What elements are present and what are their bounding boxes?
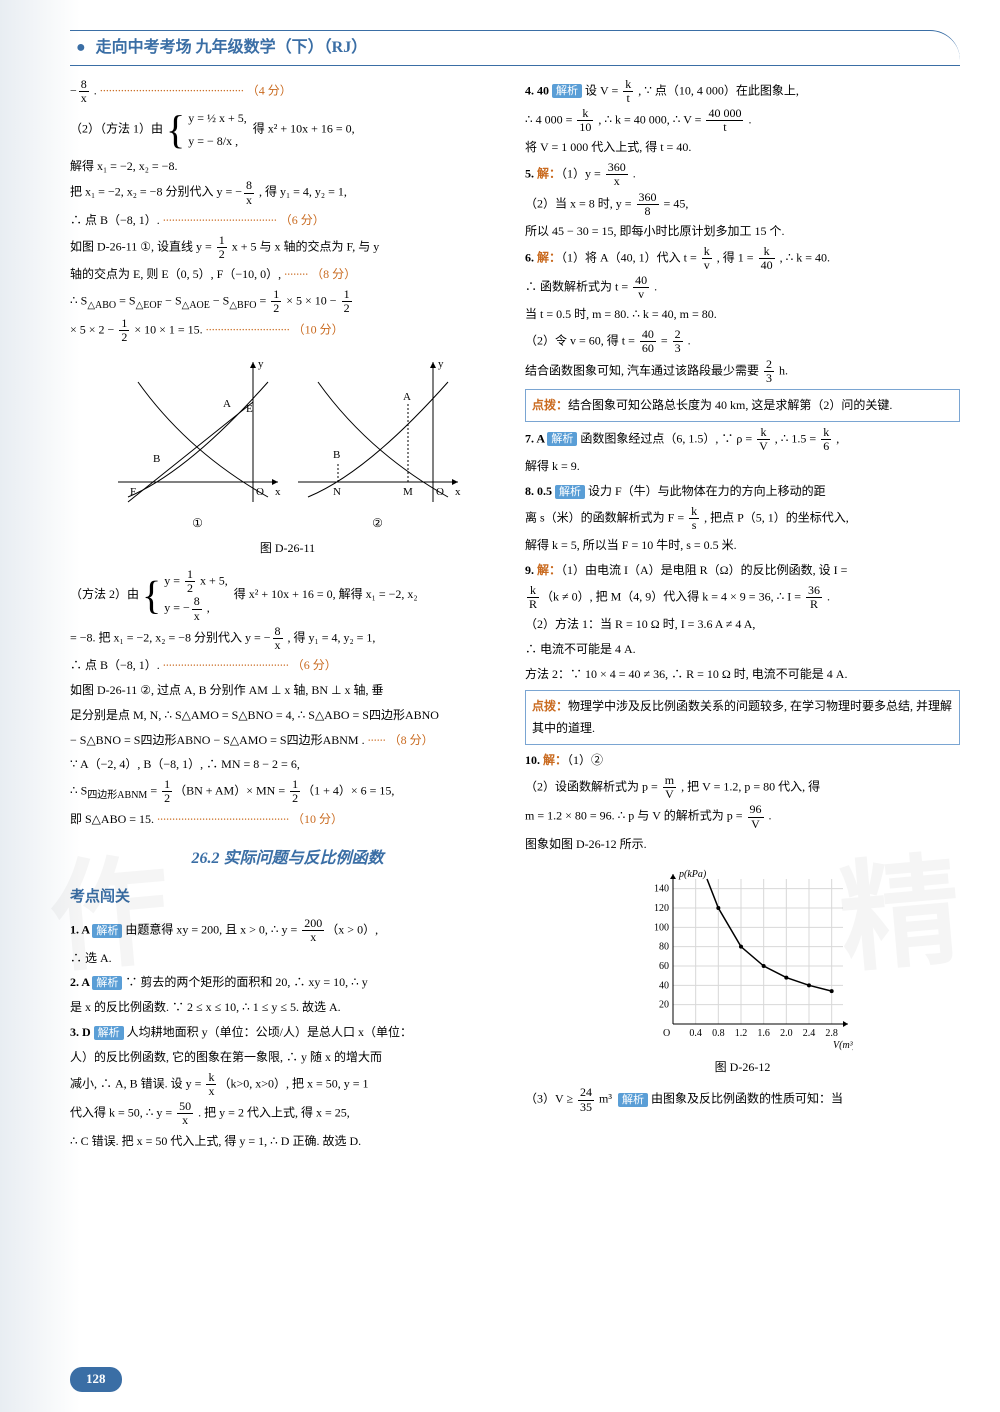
line: ∴ S△ABO = S△EOF − S△AOE − S△BFO = 12 × 5… [70,288,505,315]
fig-num: ① [192,512,203,535]
svg-text:80: 80 [659,941,669,952]
line: 如图 D-26-11 ①, 设直线 y = 12 x + 5 与 x 轴的交点为… [70,234,505,261]
figure-d-26-11: x y O A E B F [70,352,505,560]
svg-text:1.2: 1.2 [734,1028,747,1039]
content-columns: −8x . ∙∙∙∙∙∙∙∙∙∙∙∙∙∙∙∙∙∙∙∙∙∙∙∙∙∙∙∙∙∙∙∙∙∙… [70,76,960,1155]
svg-text:F: F [130,486,136,498]
svg-text:A: A [223,398,231,410]
svg-text:2.8: 2.8 [825,1028,838,1039]
svg-text:2.4: 2.4 [802,1028,815,1039]
svg-text:40: 40 [659,980,669,991]
line: ∴ 点 B（−8, 1）. ∙∙∙∙∙∙∙∙∙∙∙∙∙∙∙∙∙∙∙∙∙∙∙∙∙∙… [70,654,505,677]
line: （2）（方法 1）由 { y = ½ x + 5, y = − 8/x , 得 … [70,107,505,153]
line: 8. 0.5 解析 设力 F（牛）与此物体在力的方向上移动的距 [525,480,960,503]
line: 代入得 k = 50, ∴ y = 50x . 把 y = 2 代入上式, 得 … [70,1100,505,1127]
dianbo-box: 点拨：结合图象可知公路总长度为 40 km, 这是求解第（2）问的关键. [525,389,960,422]
line: （方法 2）由 { y = 12 x + 5, y = −8x , 得 x² +… [70,568,505,623]
line: ∴ 4 000 = k10 , ∴ k = 40 000, ∴ V = 40 0… [525,107,960,134]
svg-text:x: x [455,486,461,498]
svg-text:100: 100 [654,922,669,933]
svg-text:V(m³): V(m³) [833,1040,853,1051]
line: 如图 D-26-11 ②, 过点 A, B 分别作 AM ⊥ x 轴, BN ⊥… [70,679,505,702]
line: （2）当 x = 8 时, y = 3608 = 45, [525,191,960,218]
svg-text:120: 120 [654,903,669,914]
svg-text:O: O [663,1028,670,1039]
svg-text:B: B [333,449,340,461]
svg-text:E: E [246,403,253,415]
subhead: 考点闯关 [70,883,505,912]
section-title: 26.2 实际问题与反比例函数 [70,844,505,874]
line: （3）V ≥ 2435 m³ 解析 由图象及反比例函数的性质可知：当 [525,1086,960,1113]
line: ∴ 选 A. [70,947,505,970]
line: 解得 k = 5, 所以当 F = 10 牛时, s = 0.5 米. [525,534,960,557]
svg-text:60: 60 [659,961,669,972]
line: × 5 × 2 − 12 × 10 × 1 = 15. ∙∙∙∙∙∙∙∙∙∙∙∙… [70,317,505,344]
dianbo-box: 点拨：物理学中涉及反比例函数关系的问题较多, 在学习物理时要多总结, 并理解其中… [525,690,960,746]
line: 结合函数图象可知, 汽车通过该路段最少需要 23 h. [525,358,960,385]
figure-d-26-12: 20 40 60 80 100 120 140 0.4 0.8 1.2 1.6 2.0 2.4 2.8 O V… [525,864,960,1079]
fig-caption: 图 D-26-12 [525,1056,960,1079]
line: 轴的交点为 E, 则 E（0, 5）, F（−10, 0）, ∙∙∙∙∙∙∙∙ … [70,263,505,286]
q2: 2. A 解析 ∵ 剪去的两个矩形的面积和 20, ∴ xy = 10, ∴ y [70,971,505,994]
svg-text:0.8: 0.8 [712,1028,725,1039]
svg-text:M: M [403,486,413,498]
line: 9. 解：（1）由电流 I（A）是电阻 R（Ω）的反比例函数, 设 I = [525,559,960,582]
fig-num: ② [372,512,383,535]
svg-text:1.6: 1.6 [757,1028,770,1039]
q1: 1. A 解析 由题意得 xy = 200, 且 x > 0, ∴ y = 20… [70,917,505,944]
line: 是 x 的反比例函数. ∵ 2 ≤ x ≤ 10, ∴ 1 ≤ y ≤ 5. 故… [70,996,505,1019]
line: 即 S△ABO = 15. ∙∙∙∙∙∙∙∙∙∙∙∙∙∙∙∙∙∙∙∙∙∙∙∙∙∙… [70,808,505,831]
line: 6. 解：（1）将 A（40, 1）代入 t = kv , 得 1 = k40 … [525,245,960,272]
line: ∴ S四边形ABNM = 12（BN + AM）× MN = 12（1 + 4）… [70,778,505,805]
svg-text:2.0: 2.0 [780,1028,793,1039]
page-header: 走向中考考场 九年级数学（下）（RJ） [70,30,960,66]
line: 解得 x₁ = −2, x₂ = −8. [70,155,505,178]
svg-text:A: A [403,391,411,403]
line: 当 t = 0.5 时, m = 80. ∴ k = 40, m = 80. [525,303,960,326]
line: kR（k ≠ 0）, 把 M（4, 9）代入得 k = 4 × 9 = 36, … [525,584,960,611]
line: 把 x₁ = −2, x₂ = −8 分别代入 y = −8x , 得 y₁ =… [70,179,505,206]
line: 人）的反比例函数, 它的图象在第一象限, ∴ y 随 x 的增大而 [70,1046,505,1069]
svg-text:N: N [333,486,341,498]
line: 解得 k = 9. [525,455,960,478]
left-column: −8x . ∙∙∙∙∙∙∙∙∙∙∙∙∙∙∙∙∙∙∙∙∙∙∙∙∙∙∙∙∙∙∙∙∙∙… [70,76,505,1155]
line: −8x . ∙∙∙∙∙∙∙∙∙∙∙∙∙∙∙∙∙∙∙∙∙∙∙∙∙∙∙∙∙∙∙∙∙∙… [70,78,505,105]
line: 图象如图 D-26-12 所示. [525,833,960,856]
svg-text:y: y [438,358,444,370]
page-number: 128 [70,1367,122,1392]
line: （2）设函数解析式为 p = mV , 把 V = 1.2, p = 80 代入… [525,774,960,801]
line: ∴ 函数解析式为 t = 40v . [525,274,960,301]
line: 方法 2：∵ 10 × 4 = 40 ≠ 36, ∴ R = 10 Ω 时, 电… [525,663,960,686]
line: − S△BNO = S四边形ABNO − S△AMO = S四边形ABNM . … [70,729,505,752]
line: ∴ C 错误. 把 x = 50 代入上式, 得 y = 1, ∴ D 正确. … [70,1130,505,1153]
svg-text:B: B [153,453,160,465]
line: m = 1.2 × 80 = 96. ∴ p 与 V 的解析式为 p = 96V… [525,803,960,830]
line: 减小, ∴ A, B 错误. 设 y = kx（k>0, x>0）, 把 x =… [70,1071,505,1098]
line: 7. A 解析 函数图象经过点（6, 1.5）, ∵ ρ = kV , ∴ 1.… [525,426,960,453]
line: 足分别是点 M, N, ∴ S△AMO = S△BNO = 4, ∴ S△ABO… [70,704,505,727]
svg-text:p(kPa): p(kPa) [678,869,707,880]
q3: 3. D 解析 人均耕地面积 y（单位：公顷/人）是总人口 x（单位： [70,1021,505,1044]
svg-text:y: y [258,358,264,370]
svg-text:140: 140 [654,883,669,894]
line: ∴ 电流不可能是 4 A. [525,638,960,661]
line: 离 s（米）的函数解析式为 F = ks , 把点 P（5, 1）的坐标代入, [525,505,960,532]
right-column: 4. 40 解析 设 V = kt , ∵ 点（10, 4 000）在此图象上,… [525,76,960,1155]
line: ∴ 点 B（−8, 1）. ∙∙∙∙∙∙∙∙∙∙∙∙∙∙∙∙∙∙∙∙∙∙∙∙∙∙… [70,209,505,232]
line: 所以 45 − 30 = 15, 即每小时比原计划多加工 15 个. [525,220,960,243]
fig-caption: 图 D-26-11 [70,537,505,560]
line: 10. 解：（1）② [525,749,960,772]
line: = −8. 把 x₁ = −2, x₂ = −8 分别代入 y = −8x , … [70,625,505,652]
line: （2）令 v = 60, 得 t = 4060 = 23 . [525,328,960,355]
svg-text:x: x [275,486,281,498]
line: （2）方法 1：当 R = 10 Ω 时, I = 3.6 A ≠ 4 A, [525,613,960,636]
header-title: 走向中考考场 九年级数学（下）（RJ） [96,39,368,56]
line: ∵ A（−2, 4）, B（−8, 1）, ∴ MN = 8 − 2 = 6, [70,753,505,776]
line: 将 V = 1 000 代入上式, 得 t = 40. [525,136,960,159]
svg-text:20: 20 [659,999,669,1010]
svg-text:0.4: 0.4 [689,1028,702,1039]
line: 4. 40 解析 设 V = kt , ∵ 点（10, 4 000）在此图象上, [525,78,960,105]
line: 5. 解：（1）y = 360x . [525,161,960,188]
